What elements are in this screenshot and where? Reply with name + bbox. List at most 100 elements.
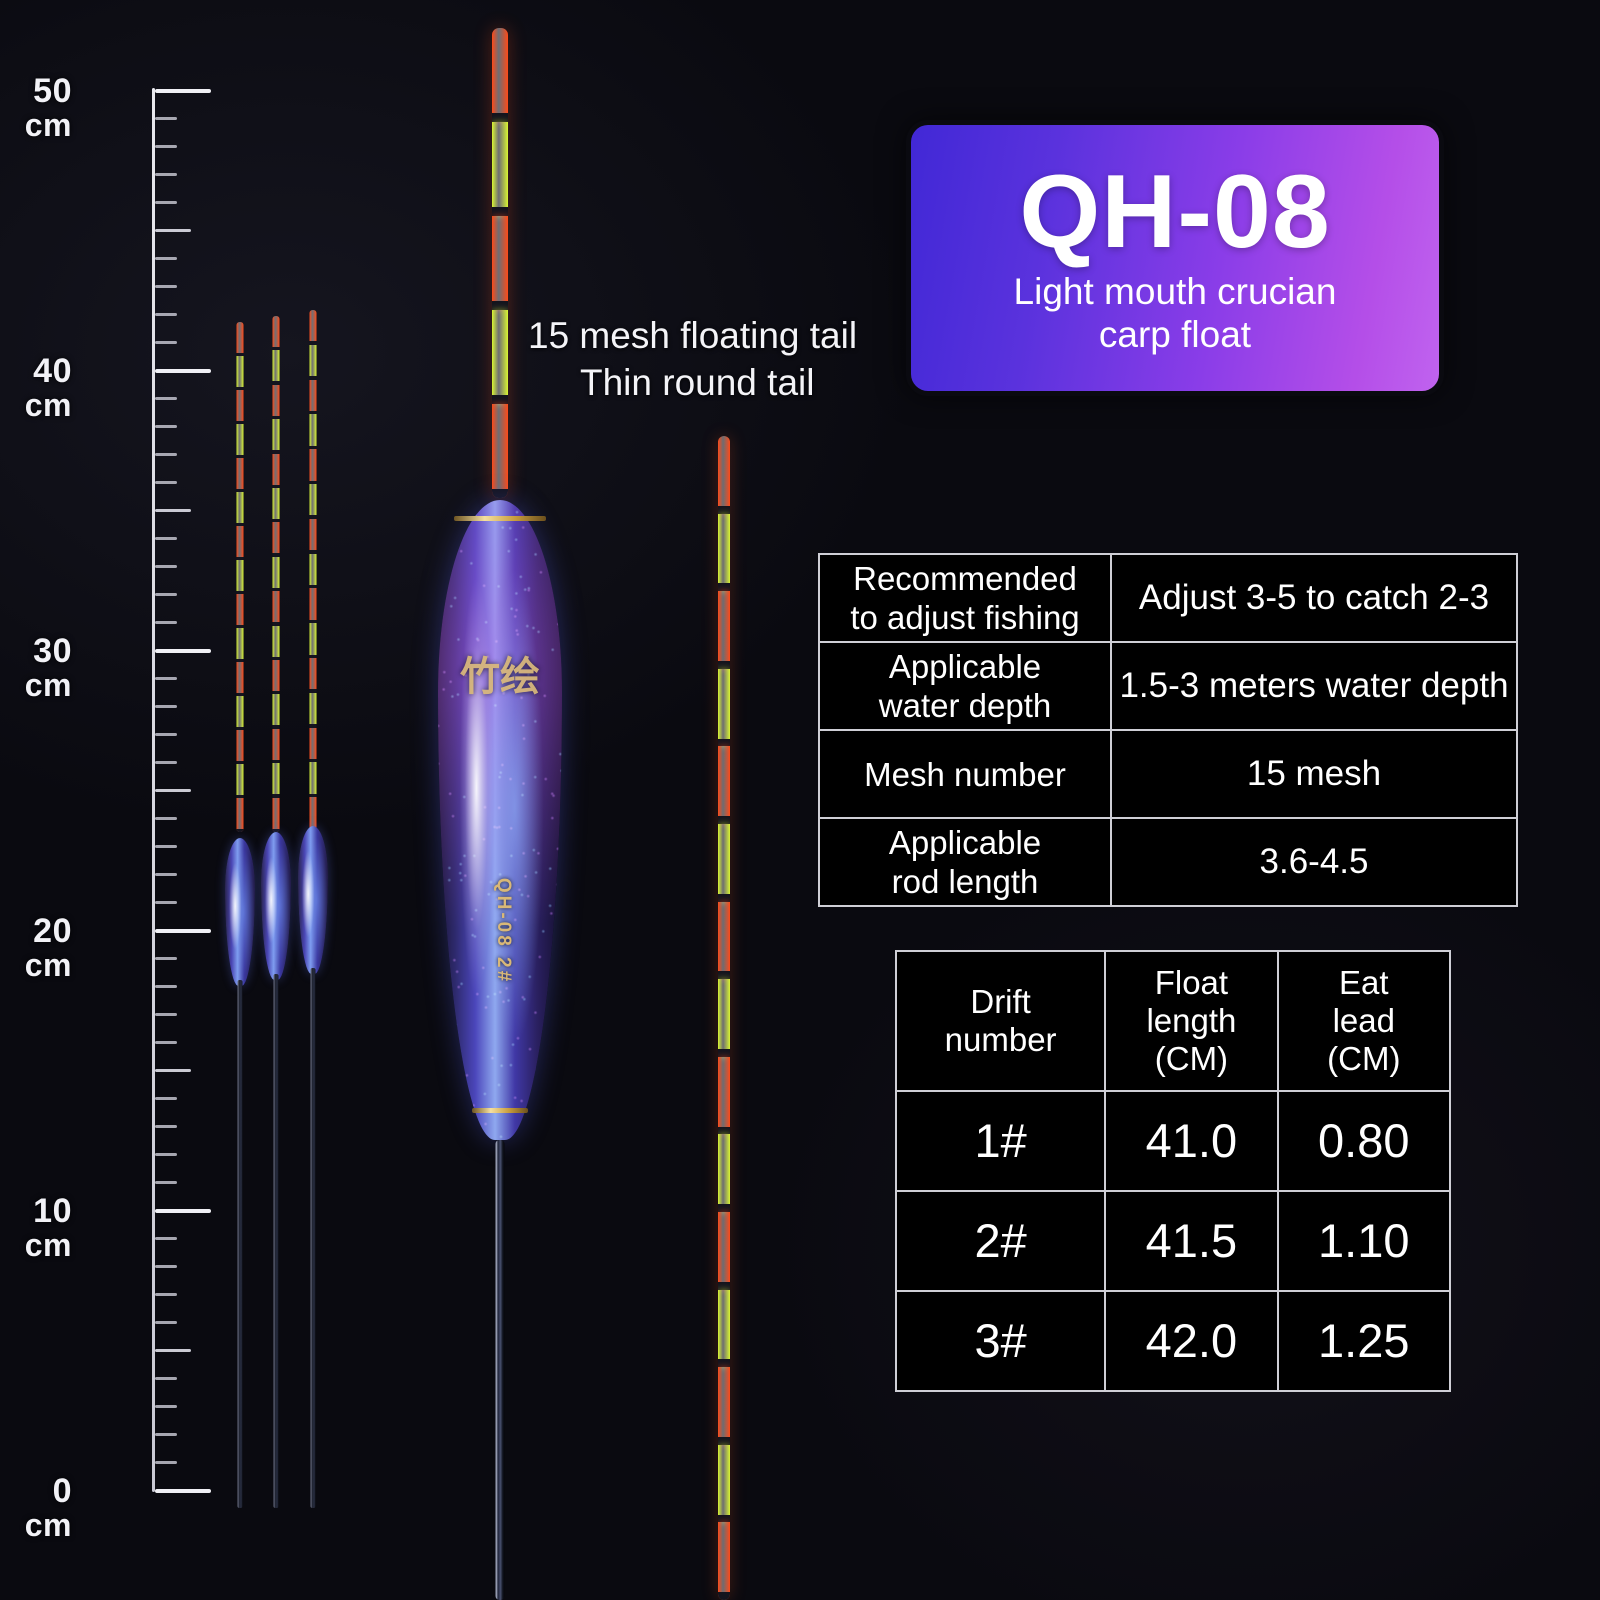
ruler-tick-15 — [155, 1069, 191, 1072]
tail-segment — [237, 322, 244, 356]
tail-segment — [310, 693, 317, 728]
tail-segment — [718, 436, 730, 514]
spec-row: Applicable water depth 1.5-3 meters water … — [819, 642, 1517, 730]
product-code-badge: QH-08 Light mouth crucian carp float — [906, 120, 1444, 396]
spec-key-line-2: to adjust fishing — [821, 598, 1109, 637]
tail-segment — [273, 694, 280, 728]
tail-segment — [492, 404, 508, 498]
float-stem — [274, 974, 279, 1508]
tail-divider — [492, 207, 508, 216]
tail-segment — [310, 623, 317, 658]
ruler-tick-47 — [155, 173, 177, 176]
tail-segment — [273, 660, 280, 694]
spec-key: Recommended to adjust fishing — [819, 554, 1111, 642]
eat-lead-cell: 0.80 — [1278, 1091, 1450, 1191]
gold-band-bottom — [472, 1108, 528, 1113]
tail-divider — [718, 816, 730, 824]
data-column-header-line-1: Float — [1107, 964, 1275, 1002]
drift-number-cell: 1# — [896, 1091, 1105, 1191]
tail-segment — [718, 1057, 730, 1135]
ruler-label-value: 40 — [33, 352, 72, 390]
tail-divider — [718, 1359, 730, 1367]
tail-segment — [492, 28, 508, 122]
ruler-tick-30 — [155, 649, 211, 653]
spec-key-line-1: Mesh number — [821, 755, 1109, 794]
ruler-tick-3 — [155, 1405, 177, 1408]
data-column-header: Float length (CM) — [1105, 951, 1277, 1091]
tail-divider — [718, 894, 730, 902]
tail-divider — [718, 1592, 730, 1600]
ruler-tick-46 — [155, 201, 177, 204]
tail-segment — [718, 1134, 730, 1212]
data-header-row: Drift number Float length (CM) Eat lead (CM) — [896, 951, 1450, 1091]
spec-row: Mesh number 15 mesh — [819, 730, 1517, 818]
ruler-tick-38 — [155, 425, 177, 428]
float-stem — [238, 980, 243, 1508]
specification-table: Recommended to adjust fishing Adjust 3-5 t… — [818, 553, 1518, 907]
ruler-tick-48 — [155, 145, 177, 148]
tail-segment — [310, 588, 317, 623]
ruler-tick-22 — [155, 873, 177, 876]
spec-key-line-2: rod length — [821, 862, 1109, 901]
float-length-cell: 41.5 — [1105, 1191, 1277, 1291]
tail-segment — [492, 216, 508, 310]
eat-lead-cell: 1.25 — [1278, 1291, 1450, 1391]
tail-segment — [237, 560, 244, 594]
tail-divider — [718, 1204, 730, 1212]
ruler-label-unit: cm — [25, 948, 72, 982]
ruler-tick-29 — [155, 677, 177, 680]
tail-segment — [310, 519, 317, 554]
ruler-label-value: 10 — [33, 1192, 72, 1230]
ruler-label-value: 30 — [33, 632, 72, 670]
ruler-tick-14 — [155, 1097, 177, 1100]
tail-divider — [718, 1127, 730, 1135]
ruler-tick-34 — [155, 537, 177, 540]
tail-segment — [237, 594, 244, 628]
tail-divider — [718, 506, 730, 514]
tail-segment — [273, 729, 280, 763]
ruler-label-unit: cm — [25, 668, 72, 702]
tail-segment — [273, 798, 280, 832]
drift-number-cell: 3# — [896, 1291, 1105, 1391]
tail-segment — [273, 591, 280, 625]
tail-divider — [718, 1437, 730, 1445]
spec-row: Applicable rod length 3.6-4.5 — [819, 818, 1517, 906]
tail-segment — [718, 902, 730, 980]
tail-segment — [237, 424, 244, 458]
tail-segment — [273, 522, 280, 556]
tail-divider — [718, 583, 730, 591]
data-column-header-line-3: (CM) — [1107, 1040, 1275, 1078]
tail-segment — [492, 122, 508, 216]
tail-segment — [310, 554, 317, 589]
tail-segment — [718, 824, 730, 902]
data-column-header-line-3: (CM) — [1280, 1040, 1448, 1078]
tail-segment — [310, 484, 317, 519]
gold-band-top — [454, 516, 546, 521]
ruler-label-50: 50 cm — [25, 74, 72, 142]
thin-round-tail-detail — [718, 436, 730, 1600]
size-data-table: Drift number Float length (CM) Eat lead (CM) 1# 4… — [895, 950, 1451, 1392]
spec-key: Mesh number — [819, 730, 1111, 818]
ruler-tick-50 — [155, 89, 211, 93]
spec-value: Adjust 3-5 to catch 2-3 — [1111, 554, 1517, 642]
tail-segment — [718, 979, 730, 1057]
ruler-tick-1 — [155, 1461, 177, 1464]
spec-key-line-1: Applicable — [821, 823, 1109, 862]
ruler-tick-24 — [155, 817, 177, 820]
ruler-tick-12 — [155, 1153, 177, 1156]
ruler-tick-17 — [155, 1013, 177, 1016]
spec-key-line-1: Applicable — [821, 647, 1109, 686]
tail-segment — [718, 591, 730, 669]
spec-value: 1.5-3 meters water depth — [1111, 642, 1517, 730]
spec-key: Applicable water depth — [819, 642, 1111, 730]
spec-key-line-2: water depth — [821, 686, 1109, 725]
ruler-tick-43 — [155, 285, 177, 288]
tail-segment — [718, 1445, 730, 1523]
tail-segment — [237, 628, 244, 662]
ruler-scale: 50 cm 40 cm 30 cm 20 cm 10 cm 0 cm — [0, 0, 220, 1600]
ruler-tick-0 — [155, 1489, 211, 1493]
ruler-tick-11 — [155, 1181, 177, 1184]
float-tail — [310, 310, 317, 832]
product-subtitle-line-2: carp float — [1014, 313, 1337, 356]
ruler-tick-35 — [155, 509, 191, 512]
